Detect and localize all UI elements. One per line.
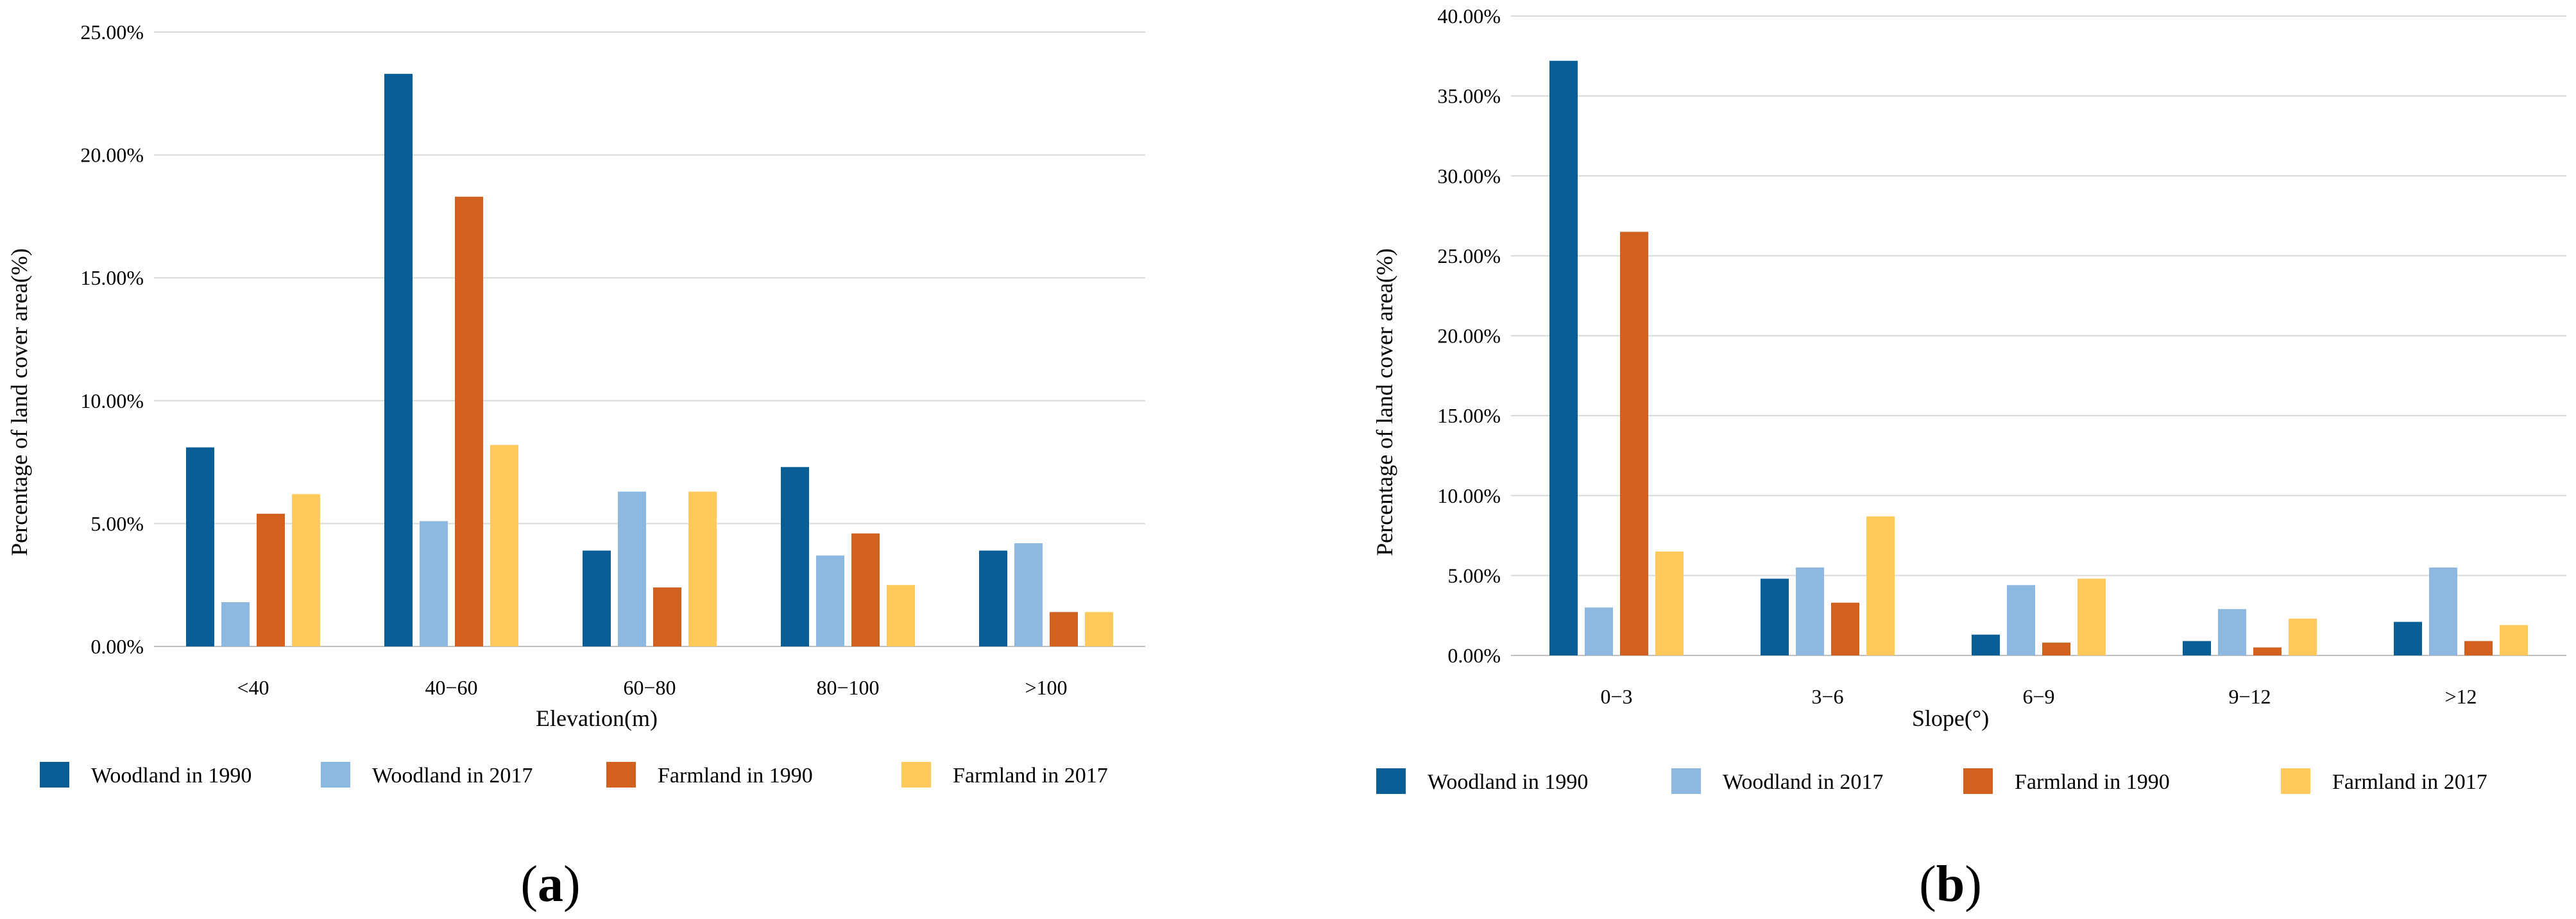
y-tick-label: 25.00% (80, 21, 144, 44)
bar (2042, 643, 2070, 655)
legend-swatch (2281, 768, 2310, 794)
bar (420, 521, 448, 646)
bar (2183, 641, 2211, 655)
bar (851, 533, 880, 646)
legend-label: Woodland in 1990 (1428, 770, 1588, 794)
bar (2253, 647, 2282, 655)
y-tick-label: 15.00% (1437, 404, 1501, 427)
bar (816, 555, 844, 646)
bar (186, 447, 214, 646)
legend-swatch (1671, 768, 1701, 794)
legend-label: Woodland in 2017 (1723, 770, 1883, 794)
bar (384, 74, 413, 647)
chart-a: 0.00% 5.00% 10.00% 15.00% 20.00% 25.00% <40 40… (6, 21, 1145, 913)
bar (2429, 567, 2457, 655)
panel-letter-b: b (1936, 856, 1965, 913)
bar (618, 491, 646, 646)
bar (1585, 607, 1613, 655)
legend-label: Woodland in 2017 (372, 764, 533, 788)
bar (1866, 516, 1895, 655)
bar (1972, 634, 2000, 655)
legend-swatch (321, 762, 350, 788)
legend-label: Woodland in 1990 (91, 764, 252, 788)
panel-label-a: (a) (520, 856, 580, 913)
legend-swatch (901, 762, 931, 788)
x-tick-label: 40−60 (425, 676, 477, 699)
bar (1620, 232, 1648, 655)
bar (257, 514, 285, 646)
x-tick-label: >12 (2444, 685, 2477, 708)
bar (221, 602, 250, 646)
bar (292, 494, 320, 646)
y-tick-label: 20.00% (1437, 325, 1501, 348)
bar (1050, 612, 1078, 646)
bar (653, 587, 681, 646)
bar (490, 444, 518, 646)
legend-swatch (40, 762, 69, 788)
bar (1761, 578, 1789, 655)
bar (688, 491, 717, 646)
legend-label: Farmland in 1990 (2015, 770, 2170, 794)
bar (979, 550, 1007, 646)
y-axis-title: Percentage of land cover area(%) (1372, 248, 1397, 556)
legend-label: Farmland in 2017 (953, 764, 1108, 788)
bar (1085, 612, 1113, 646)
y-tick-label: 5.00% (1447, 564, 1501, 587)
y-tick-label: 20.00% (80, 144, 144, 167)
y-tick-label: 25.00% (1437, 244, 1501, 267)
bar (887, 585, 915, 646)
bar (583, 550, 611, 646)
bar (1549, 60, 1578, 656)
bar (455, 196, 483, 646)
y-tick-label: 15.00% (80, 266, 144, 289)
x-tick-label: >100 (1025, 676, 1067, 699)
y-tick-label: 35.00% (1437, 85, 1501, 108)
x-axis-title: Elevation(m) (536, 705, 658, 731)
x-tick-label: 3−6 (1811, 685, 1843, 708)
x-tick-label: 6−9 (2022, 685, 2054, 708)
legend-swatch (1963, 768, 1993, 794)
bar (781, 467, 809, 646)
y-tick-label: 10.00% (80, 389, 144, 412)
bar (2218, 609, 2246, 655)
bar (1014, 543, 1043, 646)
legend-label: Farmland in 2017 (2332, 770, 2487, 794)
legend-swatch (606, 762, 636, 788)
y-tick-label: 30.00% (1437, 164, 1501, 187)
bar (1655, 551, 1684, 655)
bar (2500, 625, 2528, 655)
y-tick-label: 10.00% (1437, 484, 1501, 507)
y-axis-title: Percentage of land cover area(%) (6, 248, 32, 556)
bar (2464, 641, 2493, 655)
x-tick-label: <40 (237, 676, 269, 699)
panel-label-b: (b) (1919, 856, 1982, 913)
y-tick-label: 40.00% (1437, 4, 1501, 28)
y-tick-label: 5.00% (90, 512, 144, 535)
y-tick-label: 0.00% (90, 635, 144, 658)
bar (2077, 578, 2106, 655)
bar (1796, 567, 1824, 655)
chart-b: 0.00% 5.00% 10.00% 15.00% 20.00% 25.00% 30.00%… (1372, 4, 2566, 913)
y-tick-label: 0.00% (1447, 644, 1501, 667)
x-tick-label: 80−100 (816, 676, 879, 699)
x-tick-label: 0−3 (1600, 685, 1632, 708)
bar (2007, 585, 2035, 655)
x-axis-title: Slope(°) (1912, 705, 1989, 731)
x-tick-label: 9−12 (2228, 685, 2271, 708)
bar (2394, 621, 2422, 655)
x-tick-label: 60−80 (623, 676, 676, 699)
legend-swatch (1376, 768, 1406, 794)
bar (1831, 602, 1859, 655)
bar (2289, 618, 2317, 655)
panel-letter-a: a (538, 856, 563, 913)
legend-label: Farmland in 1990 (658, 764, 813, 788)
